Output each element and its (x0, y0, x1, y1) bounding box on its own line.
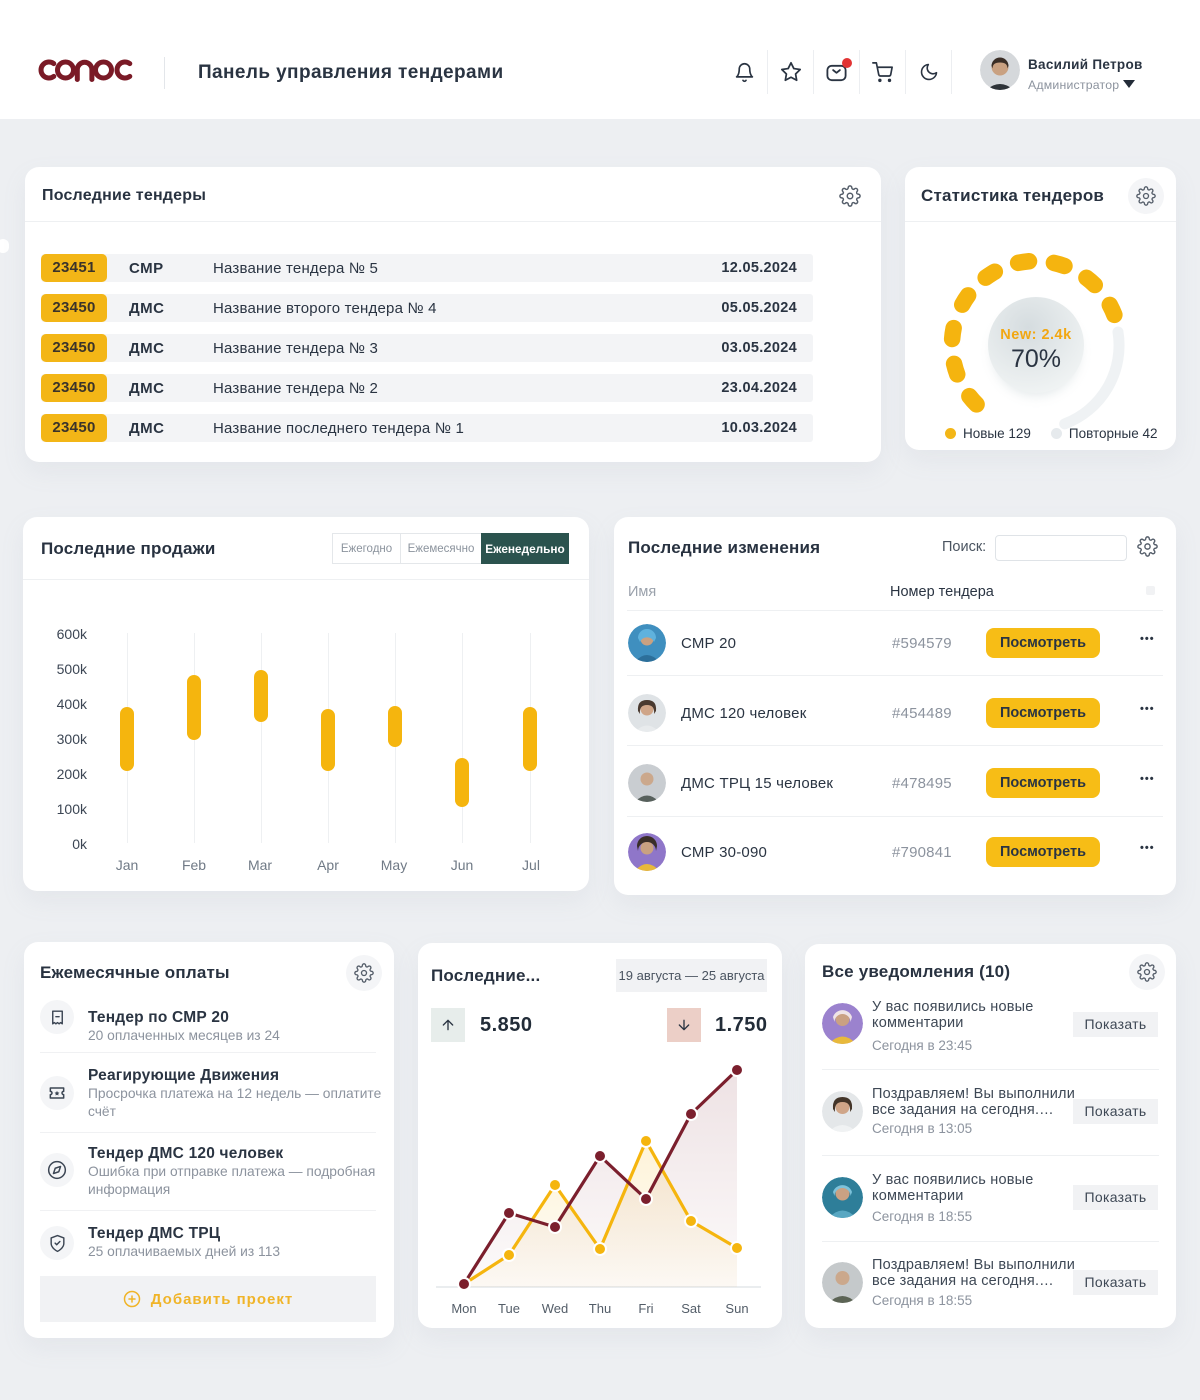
svg-text:70%: 70% (1011, 345, 1061, 373)
svg-text:New: 2.4k: New: 2.4k (1000, 327, 1072, 343)
